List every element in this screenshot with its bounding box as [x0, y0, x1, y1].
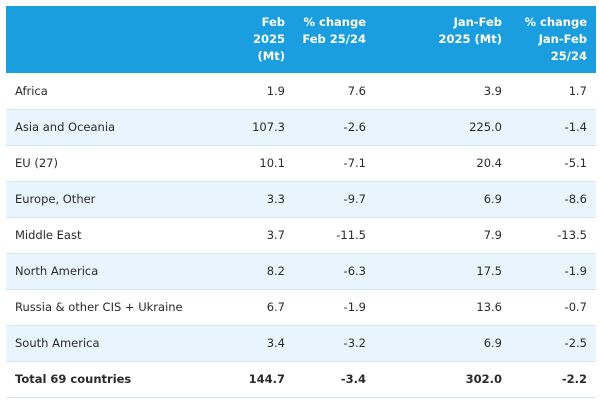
cell-feb: 8.2 — [266, 264, 285, 278]
cell-feb: 1.9 — [266, 83, 285, 98]
cell-region: Asia and Oceania — [15, 120, 116, 134]
table-row: Russia & other CIS + Ukraine 6.7 -1.9 13… — [6, 289, 596, 325]
table-header: Feb 2025 (Mt) % change Feb 25/24 Jan-Feb… — [6, 6, 596, 73]
cell-total-label: Total 69 countries — [15, 372, 132, 386]
cell-total-feb-change: -3.4 — [340, 372, 366, 386]
cell-region: EU (27) — [15, 156, 58, 170]
header-line: % change — [524, 15, 587, 29]
cell-feb-change: -6.3 — [343, 264, 366, 278]
header-feb-change: % change Feb 25/24 — [294, 6, 375, 73]
header-row: Feb 2025 (Mt) % change Feb 25/24 Jan-Feb… — [6, 6, 596, 73]
total-row: Total 69 countries 144.7 -3.4 302.0 -2.2 — [6, 361, 596, 397]
cell-total-ytd: 302.0 — [465, 372, 502, 386]
cell-ytd-change: 1.7 — [568, 83, 587, 98]
cell-feb: 6.7 — [266, 300, 285, 314]
cell-region: Russia & other CIS + Ukraine — [15, 300, 183, 314]
header-line: (Mt) — [257, 49, 285, 63]
header-jan-feb-2025: Jan-Feb 2025 (Mt) — [375, 6, 511, 73]
steel-production-table-container: Feb 2025 (Mt) % change Feb 25/24 Jan-Feb… — [6, 6, 596, 398]
cell-ytd-change: -1.9 — [564, 264, 587, 278]
cell-ytd-change: -0.7 — [564, 300, 587, 314]
cell-ytd: 17.5 — [476, 264, 502, 278]
table-row: Europe, Other 3.3 -9.7 6.9 -8.6 — [6, 181, 596, 217]
cell-region: Middle East — [15, 228, 82, 242]
cell-ytd-change: -8.6 — [564, 192, 587, 206]
cell-feb-change: -11.5 — [336, 228, 366, 242]
cell-feb: 3.3 — [266, 192, 285, 206]
header-line: % change — [303, 15, 366, 29]
header-jan-feb-change: % change Jan-Feb 25/24 — [511, 6, 596, 73]
cell-feb-change: -1.9 — [343, 300, 366, 314]
cell-feb-change: -3.2 — [343, 336, 366, 350]
cell-ytd: 13.6 — [476, 300, 502, 314]
cell-feb-change: -9.7 — [343, 192, 366, 206]
cell-region: South America — [15, 336, 100, 350]
cell-feb: 107.3 — [252, 120, 285, 134]
cell-ytd: 6.9 — [483, 336, 502, 350]
header-line: Jan-Feb — [538, 32, 587, 46]
table-row: Asia and Oceania 107.3 -2.6 225.0 -1.4 — [6, 109, 596, 145]
cell-ytd-change: -5.1 — [564, 156, 587, 170]
cell-ytd-change: -2.5 — [564, 336, 587, 350]
cell-region: North America — [15, 264, 99, 278]
cell-ytd: 6.9 — [483, 192, 502, 206]
header-feb-2025: Feb 2025 (Mt) — [221, 6, 294, 73]
cell-feb: 3.4 — [266, 336, 285, 350]
cell-ytd-change: -13.5 — [557, 228, 587, 242]
header-line: Feb 25/24 — [302, 32, 366, 46]
cell-feb-change: -2.6 — [343, 120, 366, 134]
header-line: Feb 2025 — [252, 15, 285, 46]
header-region — [6, 6, 221, 73]
header-line: 25/24 — [550, 49, 587, 63]
cell-ytd-change: -1.4 — [564, 120, 587, 134]
cell-feb: 10.1 — [259, 156, 285, 170]
table-body: Africa 1.9 7.6 3.9 1.7 Asia and Oceania … — [6, 73, 596, 397]
table-row: North America 8.2 -6.3 17.5 -1.9 — [6, 253, 596, 289]
cell-total-ytd-change: -2.2 — [561, 372, 587, 386]
table-row: EU (27) 10.1 -7.1 20.4 -5.1 — [6, 145, 596, 181]
cell-region: Europe, Other — [15, 192, 96, 206]
header-line: 2025 (Mt) — [438, 32, 502, 46]
cell-region: Africa — [15, 83, 48, 98]
cell-ytd: 225.0 — [469, 120, 502, 134]
cell-ytd: 7.9 — [483, 228, 502, 242]
table-row: Middle East 3.7 -11.5 7.9 -13.5 — [6, 217, 596, 253]
steel-production-table: Feb 2025 (Mt) % change Feb 25/24 Jan-Feb… — [6, 6, 596, 398]
header-line: Jan-Feb — [453, 15, 502, 29]
cell-feb-change: 7.6 — [347, 83, 366, 98]
table-row: Africa 1.9 7.6 3.9 1.7 — [6, 73, 596, 109]
cell-ytd: 20.4 — [476, 156, 502, 170]
cell-feb: 3.7 — [266, 228, 285, 242]
cell-ytd: 3.9 — [483, 83, 502, 98]
table-row: South America 3.4 -3.2 6.9 -2.5 — [6, 325, 596, 361]
cell-feb-change: -7.1 — [343, 156, 366, 170]
cell-total-feb: 144.7 — [248, 372, 285, 386]
